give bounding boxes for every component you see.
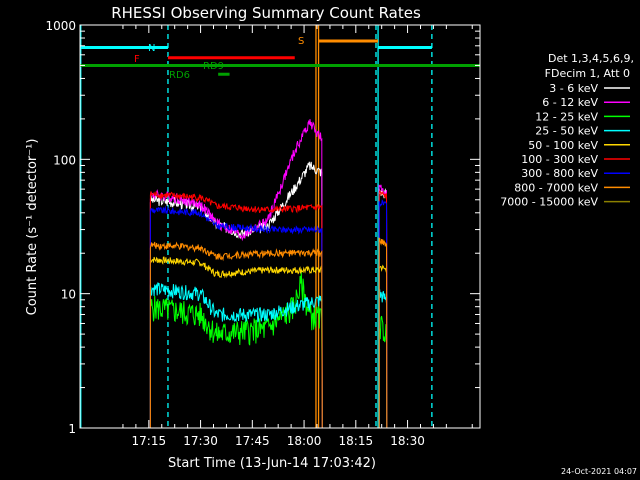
series-12-25-kev-trace	[378, 315, 388, 429]
legend: Det 1,3,4,5,6,9, FDecim 1, Att 0 3 - 6 k…	[500, 52, 634, 209]
x-tick-label: 17:15	[132, 434, 167, 448]
series-50-100-kev-trace	[378, 264, 388, 429]
x-axis-ticks: 17:15 17:30 17:45 18:00 18:15 18:30	[122, 25, 473, 448]
series-300-800-kev-trace	[149, 205, 323, 429]
flag-label-f: F	[134, 54, 140, 65]
legend-100-300-kev-label: 100 - 300 keV	[521, 153, 598, 166]
chart-title: RHESSI Observing Summary Count Rates	[111, 4, 421, 22]
y-tick-label: 10	[61, 288, 76, 302]
series-100-300-kev-trace	[149, 191, 323, 429]
series-300-800-kev-trace	[378, 199, 388, 429]
flag-label-n: N	[148, 43, 155, 54]
x-tick-label: 18:30	[390, 434, 425, 448]
legend-50-100-kev-label: 50 - 100 keV	[528, 139, 598, 152]
flag-label-rd9: RD9	[203, 61, 224, 72]
legend-header-line-1: Det 1,3,4,5,6,9,	[548, 52, 634, 65]
series-800-7000-kev-trace	[378, 237, 388, 429]
series-25-50-kev-trace	[378, 289, 388, 429]
legend-3-6-kev-label: 3 - 6 keV	[549, 82, 598, 95]
axes-box	[79, 24, 481, 429]
series-3-6-kev-trace	[149, 161, 323, 429]
series-100-300-kev-trace	[378, 190, 388, 429]
series-12-25-kev-trace	[149, 271, 323, 429]
generated-timestamp: 24-Oct-2021 04:07	[561, 467, 637, 476]
plot-area: NF RD9 RD6 S	[80, 25, 480, 429]
legend-800-7000-kev-label: 800 - 7000 keV	[514, 181, 598, 194]
legend-25-50-kev-label: 25 - 50 keV	[535, 125, 598, 138]
y-axis-label: Count Rate (s⁻¹ detector⁻¹)	[25, 139, 40, 316]
series-25-50-kev-trace	[149, 282, 323, 429]
legend-300-800-kev-label: 300 - 800 keV	[521, 167, 598, 180]
x-tick-label: 17:45	[235, 434, 270, 448]
y-tick-label: 1000	[45, 19, 76, 33]
legend-12-25-kev-label: 12 - 25 keV	[535, 110, 598, 123]
x-axis-label: Start Time (13-Jun-14 17:03:42)	[168, 456, 376, 471]
y-tick-label: 100	[53, 153, 76, 167]
y-axis-ticks: 1 10 100 1000	[45, 19, 480, 436]
flag-label-rd6: RD6	[169, 70, 190, 81]
x-tick-label: 18:00	[287, 434, 322, 448]
series-800-7000-kev-trace	[149, 241, 323, 429]
legend-7000-15000-kev-label: 7000 - 15000 keV	[500, 196, 598, 209]
x-tick-label: 18:15	[339, 434, 374, 448]
legend-6-12-kev-label: 6 - 12 keV	[542, 96, 598, 109]
flag-label-s: S	[298, 36, 304, 47]
series-50-100-kev-trace	[149, 256, 323, 429]
legend-header-line-2: FDecim 1, Att 0	[545, 67, 630, 80]
y-tick-label: 1	[68, 422, 76, 436]
plot-frame	[79, 24, 481, 429]
x-tick-label: 17:30	[183, 434, 218, 448]
